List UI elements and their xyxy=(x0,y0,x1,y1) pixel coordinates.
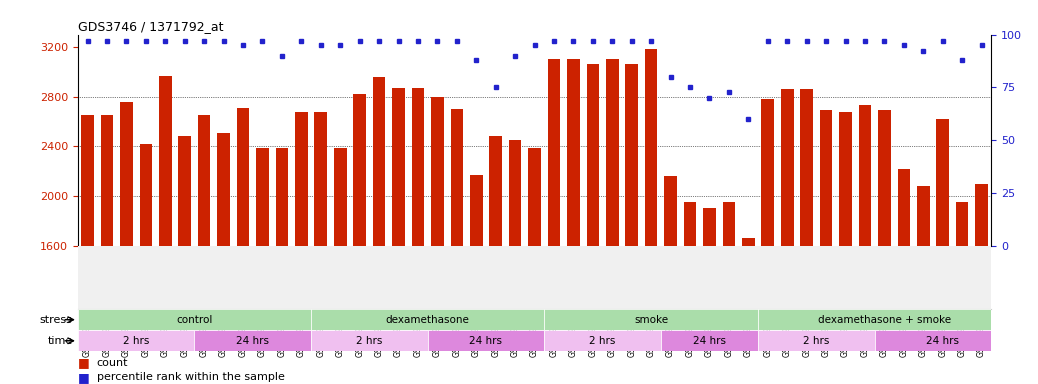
Bar xyxy=(917,186,930,246)
Bar xyxy=(450,109,463,246)
Bar xyxy=(392,88,405,246)
Text: ■: ■ xyxy=(78,356,89,369)
Bar xyxy=(198,115,211,246)
Bar xyxy=(470,175,483,246)
Bar xyxy=(120,102,133,246)
Bar xyxy=(528,147,541,246)
Bar xyxy=(722,202,735,246)
Text: 24 hrs: 24 hrs xyxy=(926,336,959,346)
Text: control: control xyxy=(176,314,213,325)
Bar xyxy=(139,144,153,246)
Bar xyxy=(567,60,580,246)
Bar xyxy=(428,330,544,351)
Bar xyxy=(489,136,502,246)
Bar xyxy=(431,97,443,246)
Bar xyxy=(758,330,875,351)
Bar xyxy=(276,147,289,246)
Bar xyxy=(820,110,832,246)
Bar xyxy=(936,119,949,246)
Bar xyxy=(315,112,327,246)
Bar xyxy=(256,147,269,246)
Bar xyxy=(311,330,428,351)
Bar xyxy=(81,115,93,246)
Text: stress: stress xyxy=(39,314,73,325)
Text: 2 hrs: 2 hrs xyxy=(803,336,829,346)
Text: ■: ■ xyxy=(78,371,89,384)
Bar xyxy=(509,140,521,246)
Bar xyxy=(548,60,561,246)
Bar xyxy=(412,88,425,246)
Bar xyxy=(800,89,813,246)
Bar xyxy=(78,309,311,330)
Bar xyxy=(353,94,366,246)
Bar xyxy=(781,89,793,246)
Text: 24 hrs: 24 hrs xyxy=(469,336,502,346)
Bar xyxy=(762,99,774,246)
Text: 2 hrs: 2 hrs xyxy=(356,336,383,346)
Bar xyxy=(626,65,638,246)
Bar xyxy=(373,77,385,246)
Bar xyxy=(661,330,758,351)
Bar xyxy=(311,309,544,330)
Text: dexamethasone + smoke: dexamethasone + smoke xyxy=(818,314,951,325)
Text: dexamethasone: dexamethasone xyxy=(386,314,469,325)
Text: GDS3746 / 1371792_at: GDS3746 / 1371792_at xyxy=(78,20,223,33)
Bar xyxy=(898,169,910,246)
Bar xyxy=(334,147,347,246)
Bar xyxy=(645,50,657,246)
Bar xyxy=(976,184,988,246)
Text: percentile rank within the sample: percentile rank within the sample xyxy=(97,372,284,382)
Bar xyxy=(875,330,1011,351)
Bar xyxy=(179,136,191,246)
Text: 24 hrs: 24 hrs xyxy=(237,336,269,346)
Text: 24 hrs: 24 hrs xyxy=(693,336,726,346)
Bar xyxy=(217,133,230,246)
Bar xyxy=(703,209,716,246)
Bar xyxy=(606,60,619,246)
Bar xyxy=(544,330,661,351)
Bar xyxy=(839,112,852,246)
Bar xyxy=(586,65,599,246)
Bar xyxy=(684,202,696,246)
Bar xyxy=(956,202,968,246)
Bar xyxy=(758,309,1011,330)
Bar xyxy=(237,108,249,246)
Text: 2 hrs: 2 hrs xyxy=(122,336,149,346)
Bar xyxy=(159,76,171,246)
Bar xyxy=(78,330,194,351)
Bar xyxy=(295,112,307,246)
Text: time: time xyxy=(48,336,73,346)
Bar xyxy=(664,176,677,246)
Bar xyxy=(194,330,311,351)
Text: smoke: smoke xyxy=(634,314,668,325)
Bar xyxy=(858,105,871,246)
Bar xyxy=(742,238,755,246)
Text: count: count xyxy=(97,358,128,368)
Bar xyxy=(878,110,891,246)
Bar xyxy=(101,115,113,246)
Bar xyxy=(544,309,758,330)
Text: 2 hrs: 2 hrs xyxy=(590,336,616,346)
